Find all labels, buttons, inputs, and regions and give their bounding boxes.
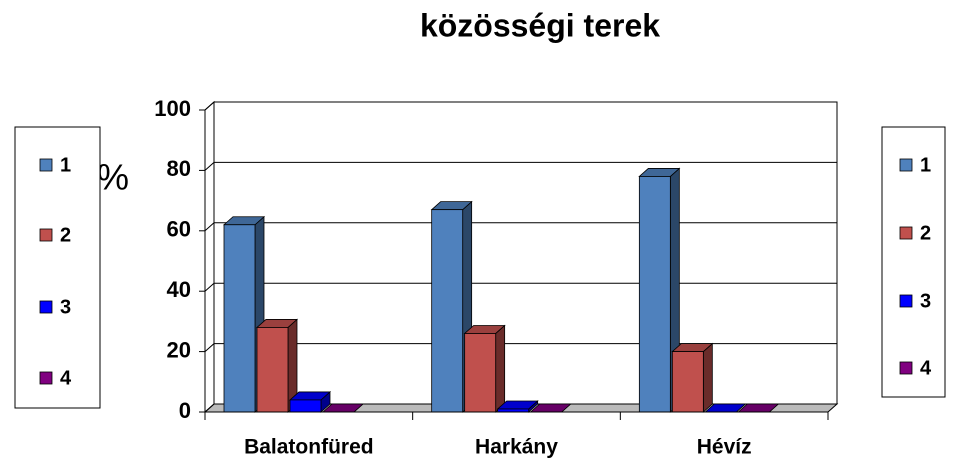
chart-title: közösségi terek xyxy=(420,7,660,43)
x-tick-label: Harkány xyxy=(475,436,558,459)
bar xyxy=(704,403,747,413)
legend-right xyxy=(881,126,946,398)
bar-face xyxy=(638,176,671,413)
legend-label: 4 xyxy=(60,367,72,389)
y-tick-label: 20 xyxy=(167,337,191,362)
back-wall xyxy=(213,101,838,405)
legend-swatch xyxy=(39,158,53,172)
grid-line-side xyxy=(204,162,215,171)
legend-swatch xyxy=(899,294,913,308)
grid-line-side xyxy=(204,403,215,413)
legend-swatch xyxy=(899,226,913,240)
legend-label: 2 xyxy=(60,224,71,246)
legend-label: 1 xyxy=(60,154,71,176)
y-tick-label: 40 xyxy=(167,277,191,302)
grid-line-side xyxy=(204,282,215,292)
bar-face xyxy=(223,224,256,413)
bar-face xyxy=(431,209,464,413)
legend-label: 4 xyxy=(920,357,932,379)
grid-line-side xyxy=(204,343,215,352)
x-tick-label: Hévíz xyxy=(697,436,752,459)
bar-face xyxy=(671,351,704,413)
bar xyxy=(671,342,714,413)
legend-label: 2 xyxy=(920,222,931,244)
bar-face xyxy=(256,327,289,413)
side-wall xyxy=(204,100,215,414)
bar xyxy=(288,391,332,413)
bar-face xyxy=(464,333,497,413)
bar-face xyxy=(702,342,713,413)
bar-face xyxy=(289,399,322,413)
bar-face xyxy=(495,324,506,413)
y-tick-label: 0 xyxy=(179,398,191,423)
legend-swatch xyxy=(39,300,53,314)
legend-label: 1 xyxy=(920,154,931,176)
legend-label: 3 xyxy=(60,296,71,318)
legend-swatch xyxy=(899,158,913,172)
legend-label: 3 xyxy=(920,290,931,312)
grid-line-side xyxy=(204,222,215,232)
y-tick-label: 60 xyxy=(167,217,191,242)
grid-line-side xyxy=(204,101,215,111)
legend-swatch xyxy=(39,371,53,385)
legend-swatch xyxy=(39,228,53,242)
y-tick-label: 80 xyxy=(167,156,191,181)
legend-left xyxy=(14,126,101,409)
bar xyxy=(496,400,539,413)
y-axis-label: % xyxy=(97,157,129,198)
x-tick-label: Balatonfüred xyxy=(244,436,374,459)
y-tick-label: 100 xyxy=(154,96,191,121)
bar xyxy=(463,324,506,413)
legend-swatch xyxy=(899,361,913,375)
bar xyxy=(255,318,299,413)
